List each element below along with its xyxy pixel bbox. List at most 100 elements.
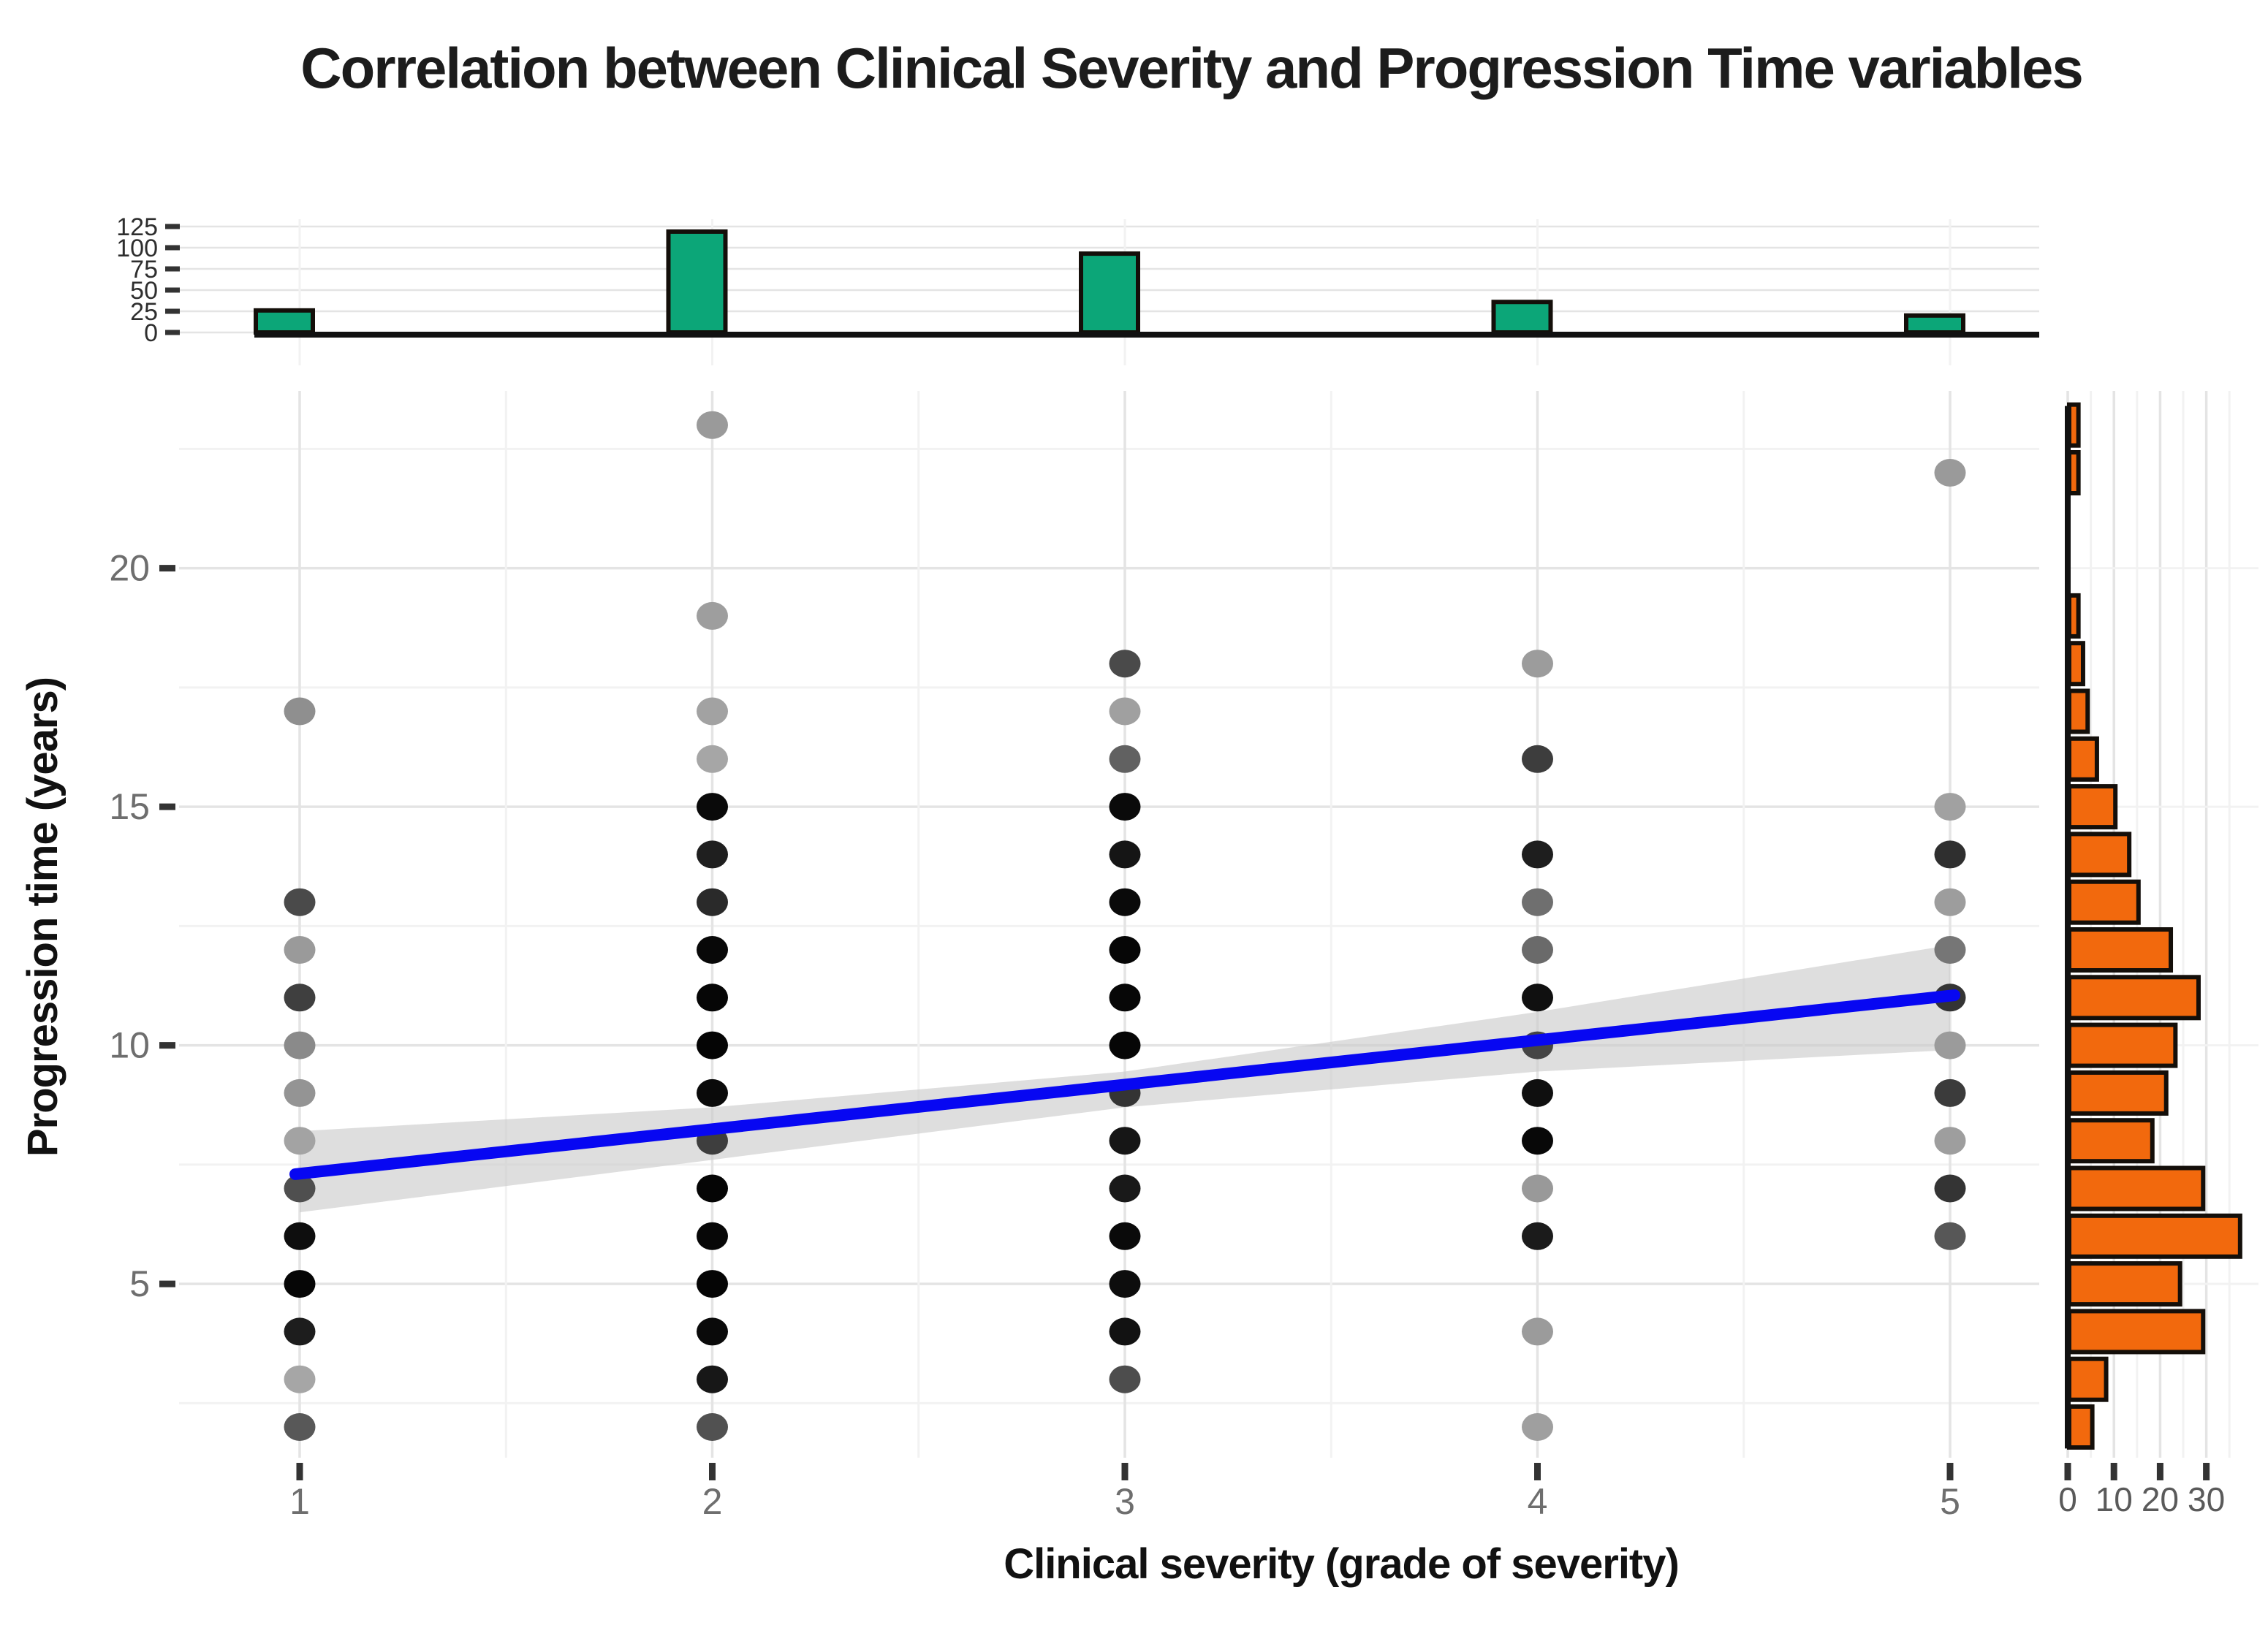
scatter-point: [1934, 459, 1966, 487]
scatter-point: [1109, 745, 1141, 773]
scatter-point: [1934, 1127, 1966, 1155]
scatter-point: [284, 1031, 316, 1059]
scatter-point: [697, 936, 728, 964]
y-axis-label: Progression time (years): [19, 677, 67, 1157]
scatter-point: [1522, 650, 1553, 678]
scatter-point: [284, 1413, 316, 1441]
scatter-point: [284, 1270, 316, 1298]
scatter-point: [1522, 936, 1553, 964]
scatter-point: [1109, 1174, 1141, 1203]
scatter-point: [697, 1078, 728, 1107]
scatter-point: [1109, 1127, 1141, 1155]
top-histogram-bar: [1904, 313, 1965, 335]
scatter-point: [1109, 840, 1141, 869]
scatter-point: [1522, 840, 1553, 869]
right-histogram-bar: [2067, 1118, 2155, 1164]
y-tick-label: 5: [129, 1263, 150, 1304]
scatter-point: [1109, 697, 1141, 726]
top-histogram-bar: [1079, 251, 1140, 335]
scatter-point: [1522, 983, 1553, 1012]
scatter-point: [1109, 1317, 1141, 1346]
regression-line: [289, 989, 1960, 1180]
scatter-point: [697, 745, 728, 773]
right-histogram-bar: [2067, 688, 2090, 734]
scatter-point: [697, 1031, 728, 1059]
y-tick-label: 15: [109, 786, 150, 827]
scatter-point: [1522, 1078, 1553, 1107]
scatter-point: [697, 1365, 728, 1393]
scatter-point: [1522, 1413, 1553, 1441]
right-histogram-bar: [2067, 736, 2099, 782]
right-histogram-bar: [2067, 1356, 2109, 1402]
scatter-point: [284, 983, 316, 1012]
top-histogram-bar: [1491, 300, 1553, 335]
right-histogram-bar: [2067, 784, 2118, 830]
scatter-point: [1109, 650, 1141, 678]
y-tick-label: 20: [109, 548, 150, 589]
top-hist-tick-label: 75: [130, 256, 158, 284]
scatter-point: [697, 888, 728, 916]
right-histogram-bar: [2067, 927, 2174, 973]
x-tick-label: 4: [1528, 1481, 1548, 1522]
scatter-point: [1109, 936, 1141, 964]
right-histogram-layer: [2067, 402, 2242, 1450]
scatter-point: [1522, 1127, 1553, 1155]
right-hist-tick-label: 0: [2058, 1480, 2077, 1518]
right-histogram-bar: [2067, 1404, 2095, 1450]
right-histogram-bar: [2067, 832, 2132, 878]
top-hist-tick-label: 0: [144, 319, 158, 347]
scatter-point: [697, 1317, 728, 1346]
top-hist-tick-label: 25: [130, 298, 158, 326]
scatter-point: [697, 793, 728, 821]
scatter-point: [697, 1413, 728, 1441]
scatter-point: [1934, 1222, 1966, 1250]
scatter-point: [284, 936, 316, 964]
scatter-point: [1109, 983, 1141, 1012]
right-histogram-bar: [2067, 1261, 2182, 1307]
right-hist-tick-label: 30: [2188, 1480, 2225, 1518]
scatter-point: [1109, 1270, 1141, 1298]
scatter-point: [1522, 745, 1553, 773]
x-tick-label: 5: [1940, 1481, 1960, 1522]
chart-title: Correlation between Clinical Severity an…: [300, 36, 2082, 100]
scatter-point: [1109, 1365, 1141, 1393]
top-histogram-bar: [666, 229, 728, 335]
scatter-point: [284, 1174, 316, 1203]
right-histogram-bar: [2067, 641, 2085, 687]
scatter-point: [284, 697, 316, 726]
top-histogram-bar: [254, 308, 315, 335]
scatter-point: [284, 1317, 316, 1346]
scatter-point: [1109, 1222, 1141, 1250]
right-histogram-bar: [2067, 1213, 2242, 1259]
scatter-point: [1934, 840, 1966, 869]
scatter-point: [697, 601, 728, 630]
scatter-point: [284, 1078, 316, 1107]
right-histogram-bar: [2067, 1309, 2206, 1355]
scatter-point: [1934, 1078, 1966, 1107]
scatter-point: [284, 1365, 316, 1393]
scatter-point: [697, 1222, 728, 1250]
x-axis-label: Clinical severity (grade of severity): [1004, 1540, 1679, 1588]
scatter-point: [1934, 888, 1966, 916]
scatter-point: [1109, 1031, 1141, 1059]
scatter-point: [697, 840, 728, 869]
x-tick-label: 1: [289, 1481, 310, 1522]
regression-line-layer: [289, 989, 1960, 1180]
scatter-point: [697, 1270, 728, 1298]
scatter-point: [1522, 888, 1553, 916]
scatter-point: [1934, 936, 1966, 964]
scatter-point: [697, 697, 728, 726]
scatter-points-layer: [284, 411, 1966, 1441]
scatter-point: [284, 1222, 316, 1250]
scatter-point: [284, 888, 316, 916]
top-hist-tick-label: 100: [116, 235, 158, 262]
x-tick-label: 2: [702, 1481, 723, 1522]
right-histogram-bar: [2067, 975, 2201, 1021]
scatter-point: [284, 1127, 316, 1155]
scatter-point: [1934, 1031, 1966, 1059]
scatter-point: [1109, 888, 1141, 916]
scatter-point: [697, 411, 728, 439]
